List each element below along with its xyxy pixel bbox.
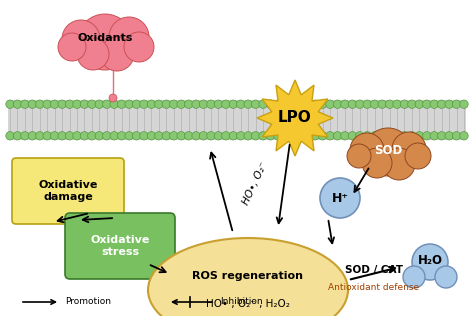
Circle shape	[356, 131, 364, 140]
Text: Inhibition: Inhibition	[220, 297, 263, 307]
Circle shape	[140, 100, 148, 108]
FancyBboxPatch shape	[12, 158, 124, 224]
Circle shape	[289, 131, 297, 140]
Circle shape	[65, 131, 74, 140]
Circle shape	[43, 100, 51, 108]
Circle shape	[400, 131, 409, 140]
Circle shape	[58, 100, 66, 108]
Circle shape	[400, 100, 409, 108]
Circle shape	[102, 100, 111, 108]
Circle shape	[244, 100, 252, 108]
Circle shape	[50, 131, 59, 140]
Circle shape	[73, 131, 81, 140]
Circle shape	[50, 100, 59, 108]
Circle shape	[435, 266, 457, 288]
Circle shape	[199, 131, 208, 140]
Circle shape	[125, 131, 133, 140]
Circle shape	[140, 131, 148, 140]
Circle shape	[43, 131, 51, 140]
Circle shape	[311, 100, 319, 108]
Circle shape	[273, 131, 282, 140]
Circle shape	[244, 131, 252, 140]
Text: H⁺: H⁺	[331, 191, 348, 204]
Circle shape	[408, 100, 416, 108]
Circle shape	[393, 131, 401, 140]
Circle shape	[170, 131, 178, 140]
Circle shape	[423, 131, 431, 140]
Circle shape	[229, 100, 237, 108]
Circle shape	[80, 100, 89, 108]
Text: Oxidative
damage: Oxidative damage	[38, 180, 98, 202]
Circle shape	[445, 131, 453, 140]
Circle shape	[109, 17, 149, 57]
Circle shape	[21, 131, 29, 140]
Circle shape	[214, 100, 223, 108]
Circle shape	[452, 131, 461, 140]
Text: LPO: LPO	[278, 111, 312, 125]
Circle shape	[118, 131, 126, 140]
Circle shape	[170, 100, 178, 108]
Circle shape	[162, 100, 171, 108]
Circle shape	[408, 131, 416, 140]
Circle shape	[415, 100, 424, 108]
Text: ROS regeneration: ROS regeneration	[192, 271, 303, 281]
Circle shape	[348, 100, 356, 108]
Circle shape	[320, 178, 360, 218]
Circle shape	[296, 100, 304, 108]
Circle shape	[199, 100, 208, 108]
Circle shape	[452, 100, 461, 108]
Circle shape	[281, 131, 290, 140]
Text: Promotion: Promotion	[65, 297, 111, 307]
Circle shape	[184, 100, 193, 108]
Circle shape	[95, 131, 103, 140]
Ellipse shape	[148, 238, 348, 316]
Circle shape	[423, 100, 431, 108]
Circle shape	[281, 100, 290, 108]
Circle shape	[88, 100, 96, 108]
Circle shape	[251, 131, 260, 140]
Circle shape	[13, 100, 22, 108]
Circle shape	[36, 131, 44, 140]
Circle shape	[259, 131, 267, 140]
Circle shape	[438, 131, 446, 140]
Circle shape	[392, 132, 426, 166]
Text: H₂O: H₂O	[418, 253, 443, 266]
Circle shape	[58, 33, 86, 61]
Circle shape	[36, 100, 44, 108]
Circle shape	[362, 148, 392, 178]
Circle shape	[403, 266, 425, 288]
Circle shape	[110, 131, 118, 140]
Circle shape	[430, 131, 438, 140]
Circle shape	[266, 131, 275, 140]
Circle shape	[296, 131, 304, 140]
Circle shape	[118, 100, 126, 108]
Circle shape	[237, 100, 245, 108]
Circle shape	[251, 100, 260, 108]
Circle shape	[222, 100, 230, 108]
Text: SOD: SOD	[374, 143, 402, 156]
Circle shape	[378, 131, 386, 140]
Circle shape	[65, 100, 74, 108]
Circle shape	[6, 100, 14, 108]
Polygon shape	[257, 80, 333, 156]
Circle shape	[147, 100, 155, 108]
Circle shape	[393, 100, 401, 108]
Circle shape	[184, 131, 193, 140]
Circle shape	[88, 131, 96, 140]
Circle shape	[62, 20, 100, 58]
Circle shape	[28, 131, 36, 140]
Circle shape	[383, 148, 415, 180]
Circle shape	[348, 131, 356, 140]
Circle shape	[6, 131, 14, 140]
Circle shape	[109, 94, 117, 102]
Circle shape	[445, 100, 453, 108]
Circle shape	[333, 100, 342, 108]
Circle shape	[73, 100, 81, 108]
Circle shape	[319, 131, 327, 140]
Circle shape	[326, 100, 334, 108]
Circle shape	[77, 14, 133, 70]
Circle shape	[430, 100, 438, 108]
Text: HO• , O₂⁻ , H₂O₂: HO• , O₂⁻ , H₂O₂	[206, 299, 290, 309]
Circle shape	[125, 100, 133, 108]
